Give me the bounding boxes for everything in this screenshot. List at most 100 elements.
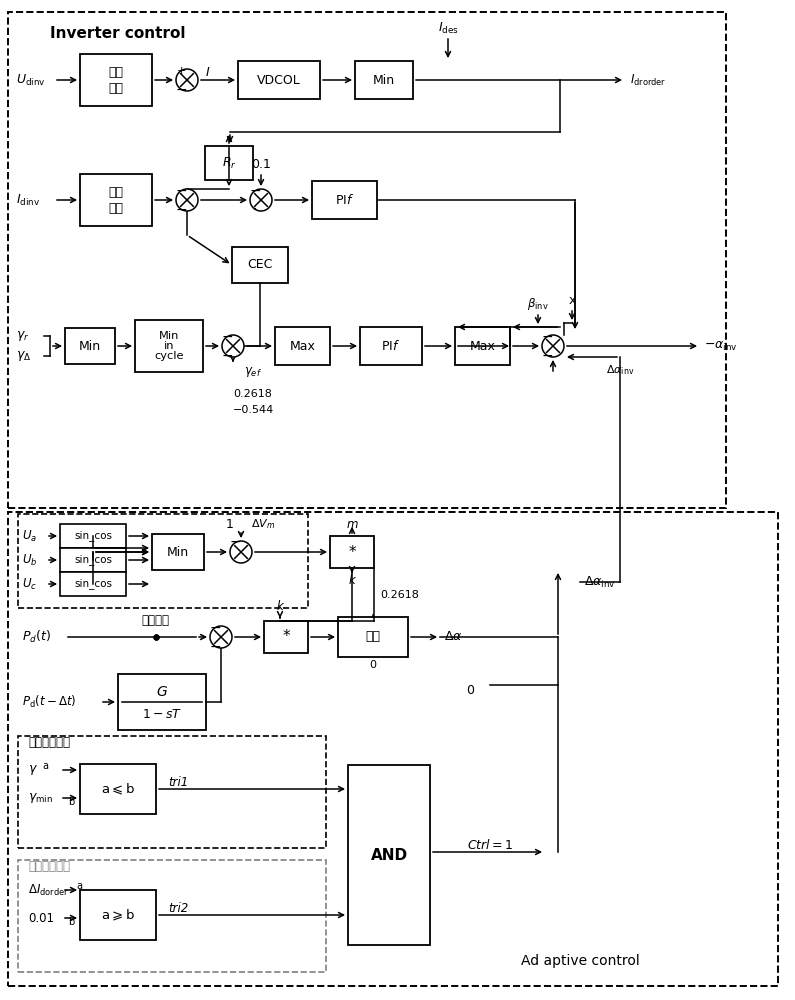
Text: 1: 1	[226, 518, 234, 530]
Bar	[118, 674, 206, 730]
Text: 限幅: 限幅	[366, 631, 381, 644]
Bar	[330, 536, 374, 568]
Text: b: b	[68, 797, 74, 807]
Text: m: m	[347, 518, 358, 530]
Text: −: −	[541, 349, 553, 363]
Text: −: −	[175, 203, 187, 217]
Bar	[135, 320, 203, 372]
Text: $\gamma$: $\gamma$	[28, 763, 38, 777]
Text: $U_b$: $U_b$	[22, 552, 37, 568]
Text: b: b	[68, 917, 74, 927]
Circle shape	[542, 335, 564, 357]
Text: *: *	[282, 630, 290, 645]
Circle shape	[230, 541, 252, 563]
Text: $P_{\rm d}(t-\Delta t)$: $P_{\rm d}(t-\Delta t)$	[22, 694, 76, 710]
Text: −: −	[175, 184, 187, 198]
Text: a: a	[42, 761, 48, 771]
Bar	[348, 765, 430, 945]
Text: ·: ·	[252, 200, 258, 220]
Text: 0.1: 0.1	[251, 157, 271, 170]
Circle shape	[176, 69, 198, 91]
Bar	[205, 146, 253, 180]
Text: tri2: tri2	[168, 902, 188, 914]
Text: 环节: 环节	[108, 82, 123, 95]
Text: 幅值检测: 幅值检测	[141, 614, 169, 627]
Bar	[60, 548, 126, 572]
Bar	[152, 534, 204, 570]
Text: sin_cos: sin_cos	[74, 579, 112, 589]
Bar	[312, 181, 377, 219]
Text: −: −	[541, 330, 553, 344]
Text: 0: 0	[370, 660, 377, 670]
Text: $I_{\rm dinv}$: $I_{\rm dinv}$	[16, 192, 40, 208]
Bar	[355, 61, 413, 99]
Text: +: +	[176, 66, 186, 76]
Text: 故障恢复阶段: 故障恢复阶段	[28, 859, 70, 872]
Bar	[8, 12, 726, 508]
Text: 测量: 测量	[108, 186, 123, 198]
Text: −: −	[209, 640, 221, 654]
Text: $I$: $I$	[205, 66, 211, 80]
Text: k: k	[277, 600, 283, 613]
Text: sin_cos: sin_cos	[74, 531, 112, 541]
Bar	[60, 524, 126, 548]
Text: $U_c$: $U_c$	[22, 576, 37, 592]
Bar	[18, 736, 326, 848]
Text: $P_d(t)$: $P_d(t)$	[22, 629, 51, 645]
Text: in: in	[164, 341, 174, 351]
Bar	[338, 617, 408, 657]
Text: a$\leqslant$b: a$\leqslant$b	[101, 781, 135, 797]
Text: $1-sT$: $1-sT$	[142, 708, 182, 720]
Text: a: a	[76, 881, 82, 891]
Text: Ad aptive control: Ad aptive control	[521, 954, 639, 968]
Bar	[264, 621, 308, 653]
Text: 环节: 环节	[108, 202, 123, 215]
Bar	[65, 328, 115, 364]
Bar	[18, 860, 326, 972]
Bar	[455, 327, 510, 365]
Text: Min: Min	[159, 331, 179, 341]
Text: $-\alpha_{\rm inv}$: $-\alpha_{\rm inv}$	[704, 339, 738, 353]
Bar	[60, 572, 126, 596]
Text: $\gamma_r$: $\gamma_r$	[16, 329, 29, 343]
Text: −0.544: −0.544	[232, 405, 273, 415]
Text: $\gamma_{\min}$: $\gamma_{\min}$	[28, 791, 53, 805]
Circle shape	[222, 335, 244, 357]
Text: $\Delta\alpha$: $\Delta\alpha$	[444, 631, 463, 644]
Bar	[80, 890, 156, 940]
Circle shape	[250, 189, 272, 211]
Text: $\beta_{\rm inv}$: $\beta_{\rm inv}$	[527, 296, 549, 312]
Text: −: −	[221, 349, 233, 363]
Bar	[80, 174, 152, 226]
Text: Min: Min	[79, 340, 101, 353]
Bar	[8, 512, 778, 986]
Text: Min: Min	[373, 74, 395, 87]
Text: k: k	[349, 574, 355, 586]
Bar	[18, 514, 308, 608]
Text: Max: Max	[470, 340, 495, 353]
Text: AND: AND	[370, 848, 408, 862]
Bar	[80, 54, 152, 106]
Text: −: −	[229, 535, 241, 549]
Bar	[360, 327, 422, 365]
Text: Max: Max	[289, 340, 316, 353]
Text: Inverter control: Inverter control	[50, 26, 185, 41]
Text: 0.01: 0.01	[28, 912, 54, 924]
Text: 换相失败检测: 换相失败检测	[28, 736, 70, 748]
Text: $\gamma_\Delta$: $\gamma_\Delta$	[16, 349, 31, 363]
Text: $I_{\rm des}$: $I_{\rm des}$	[437, 20, 459, 36]
Text: $\Delta\alpha_{\rm inv}$: $\Delta\alpha_{\rm inv}$	[606, 363, 634, 377]
Text: sin_cos: sin_cos	[74, 555, 112, 565]
Text: $U_a$: $U_a$	[22, 528, 37, 544]
Text: −: −	[175, 83, 187, 97]
Text: $\Delta I_{\rm dorder}$: $\Delta I_{\rm dorder}$	[28, 882, 69, 898]
Circle shape	[210, 626, 232, 648]
Text: $I_{\rm drorder}$: $I_{\rm drorder}$	[630, 72, 666, 88]
Bar	[238, 61, 320, 99]
Text: $\gamma_{ef}$: $\gamma_{ef}$	[244, 365, 262, 379]
Text: $\Delta\alpha_{\rm inv}$: $\Delta\alpha_{\rm inv}$	[584, 574, 616, 590]
Text: $G$: $G$	[156, 685, 168, 699]
Text: $U_{\rm dinv}$: $U_{\rm dinv}$	[16, 72, 45, 88]
Circle shape	[176, 189, 198, 211]
Text: 0.2618: 0.2618	[381, 590, 420, 600]
